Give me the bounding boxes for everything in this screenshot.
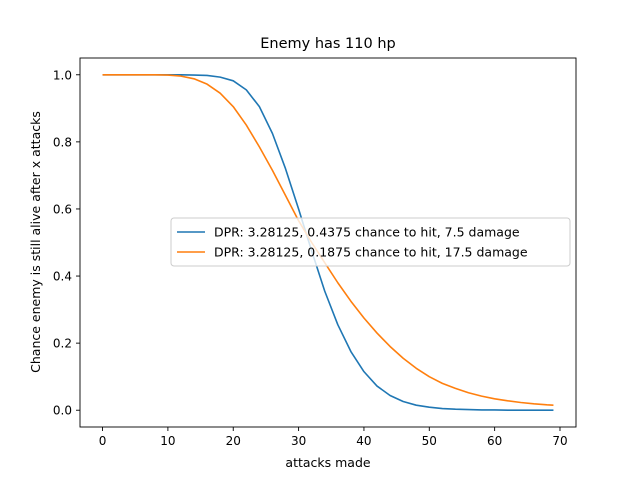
series-line-2 [102, 73, 554, 406]
y-tick-label: 0.8 [53, 135, 72, 149]
axes-frame [79, 57, 577, 428]
series-line-1 [102, 73, 554, 412]
legend-box [170, 217, 571, 267]
x-tick-label: 0 [99, 434, 107, 448]
legend-entry-1: DPR: 3.28125, 0.4375 chance to hit, 7.5 … [214, 225, 520, 240]
x-tick-label: 40 [356, 434, 371, 448]
plot-area [79, 57, 577, 428]
x-tick-label: 50 [422, 434, 437, 448]
y-tick-label: 0.0 [53, 404, 72, 418]
y-tick-label: 0.2 [53, 337, 72, 351]
y-axis: 0.0 0.2 0.4 0.6 0.8 1.0 [53, 68, 80, 418]
x-axis-label: attacks made [285, 455, 370, 470]
x-tick-label: 70 [552, 434, 567, 448]
y-tick-label: 0.6 [53, 202, 72, 216]
y-tick-label: 0.4 [53, 270, 72, 284]
x-tick-label: 20 [226, 434, 241, 448]
x-tick-label: 10 [160, 434, 175, 448]
y-axis-label: Chance enemy is still alive after x atta… [28, 111, 43, 373]
y-tick-label: 1.0 [53, 68, 72, 82]
x-axis: 0 10 20 30 40 50 60 70 [99, 427, 568, 448]
x-tick-label: 60 [487, 434, 502, 448]
legend-entry-2: DPR: 3.28125, 0.1875 chance to hit, 17.5… [214, 245, 528, 260]
x-tick-label: 30 [291, 434, 306, 448]
legend: DPR: 3.28125, 0.4375 chance to hit, 7.5 … [170, 217, 571, 267]
chart-title: Enemy has 110 hp [260, 36, 396, 52]
